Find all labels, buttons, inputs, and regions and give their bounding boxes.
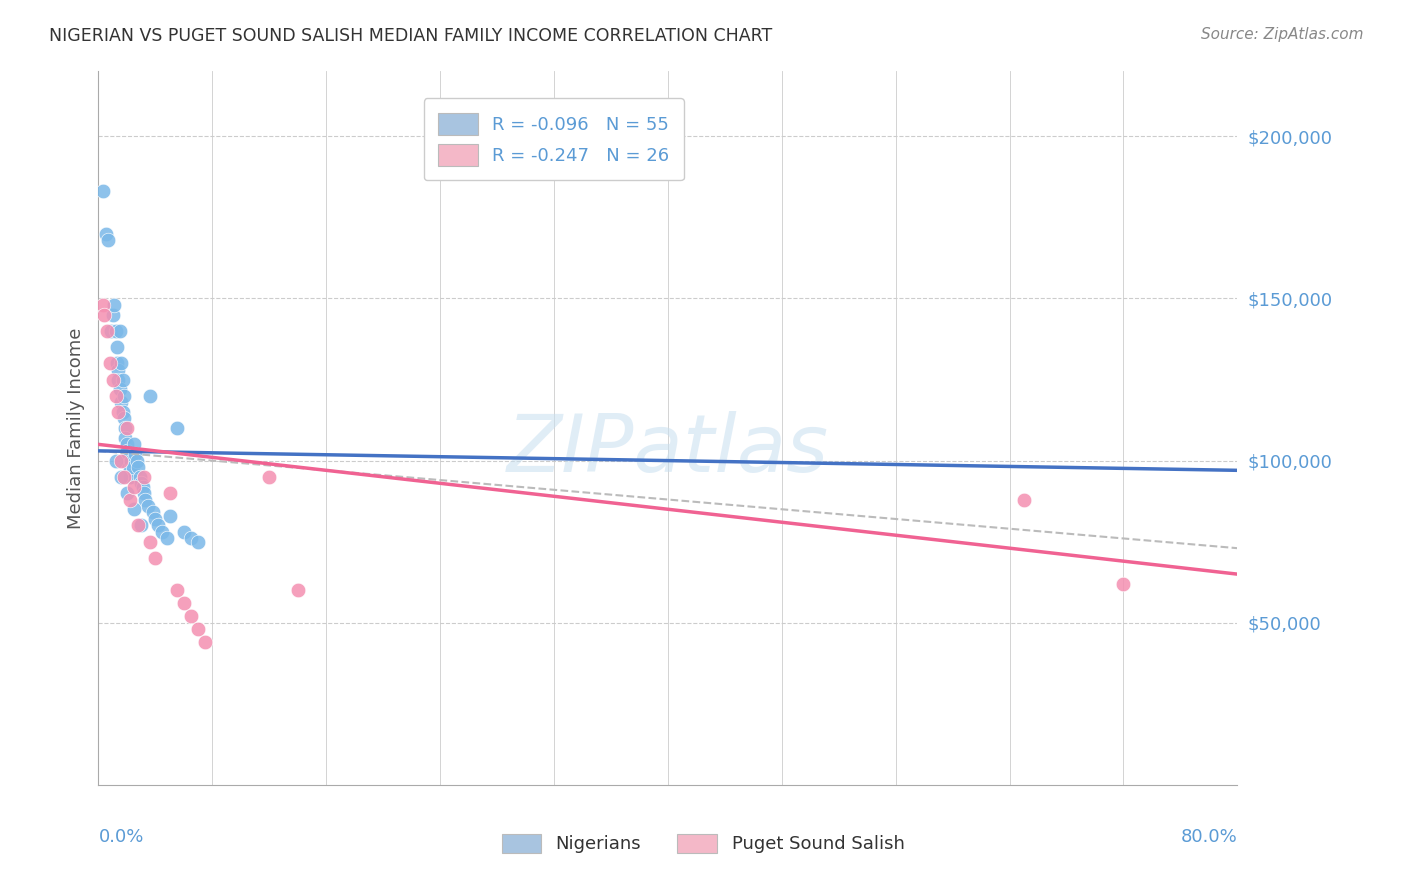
Text: 80.0%: 80.0%	[1181, 828, 1237, 846]
Point	[121, 460, 143, 475]
Point	[104, 324, 127, 338]
Point	[136, 499, 159, 513]
Point	[152, 524, 174, 539]
Point	[122, 479, 145, 493]
Point	[101, 372, 124, 386]
Point	[125, 453, 148, 467]
Point	[173, 524, 195, 539]
Point	[101, 308, 124, 322]
Point	[114, 421, 136, 435]
Point	[173, 596, 195, 610]
Point	[98, 356, 121, 370]
Point	[194, 635, 217, 649]
Point	[145, 550, 167, 565]
Point	[104, 453, 127, 467]
Point	[105, 340, 128, 354]
Point	[128, 470, 150, 484]
Point	[259, 470, 281, 484]
Point	[122, 437, 145, 451]
Point	[110, 470, 132, 484]
Point	[180, 609, 202, 624]
Point	[108, 324, 131, 338]
Point	[111, 372, 134, 386]
Point	[107, 363, 129, 377]
Point	[129, 518, 152, 533]
Point	[180, 532, 202, 546]
Point	[159, 486, 181, 500]
Point	[97, 233, 120, 247]
Point	[115, 421, 138, 435]
Point	[110, 453, 132, 467]
Point	[1112, 577, 1135, 591]
Point	[127, 518, 149, 533]
Point	[187, 622, 209, 636]
Legend: Nigerians, Puget Sound Salish: Nigerians, Puget Sound Salish	[495, 827, 911, 861]
Point	[107, 372, 129, 386]
Point	[112, 411, 135, 425]
Point	[118, 463, 141, 477]
Point	[111, 405, 134, 419]
Point	[96, 324, 118, 338]
Point	[100, 324, 122, 338]
Point	[118, 492, 141, 507]
Point	[141, 506, 163, 520]
Point	[91, 185, 114, 199]
Text: NIGERIAN VS PUGET SOUND SALISH MEDIAN FAMILY INCOME CORRELATION CHART: NIGERIAN VS PUGET SOUND SALISH MEDIAN FA…	[49, 27, 772, 45]
Point	[103, 298, 125, 312]
Point	[108, 382, 131, 396]
Point	[115, 443, 138, 458]
Point	[145, 512, 167, 526]
Legend: R = -0.096   N = 55, R = -0.247   N = 26: R = -0.096 N = 55, R = -0.247 N = 26	[423, 98, 685, 180]
Text: ZIPatlas: ZIPatlas	[506, 410, 830, 489]
Point	[138, 389, 160, 403]
Point	[112, 389, 135, 403]
Point	[104, 389, 127, 403]
Point	[110, 395, 132, 409]
Point	[148, 518, 170, 533]
Point	[118, 470, 141, 484]
Point	[134, 492, 156, 507]
Point	[107, 405, 129, 419]
Text: 0.0%: 0.0%	[98, 828, 143, 846]
Point	[1012, 492, 1035, 507]
Point	[138, 534, 160, 549]
Point	[287, 583, 309, 598]
Point	[129, 476, 152, 491]
Point	[131, 479, 153, 493]
Point	[166, 421, 188, 435]
Point	[120, 453, 142, 467]
Point	[114, 431, 136, 445]
Point	[110, 356, 132, 370]
Point	[117, 450, 139, 465]
Text: Source: ZipAtlas.com: Source: ZipAtlas.com	[1201, 27, 1364, 42]
Point	[93, 308, 115, 322]
Point	[115, 437, 138, 451]
Point	[156, 532, 179, 546]
Point	[127, 460, 149, 475]
Point	[124, 447, 146, 461]
Point	[115, 486, 138, 500]
Point	[112, 470, 135, 484]
Y-axis label: Median Family Income: Median Family Income	[66, 327, 84, 529]
Point	[122, 502, 145, 516]
Point	[132, 470, 155, 484]
Point	[94, 227, 117, 241]
Point	[117, 457, 139, 471]
Point	[187, 534, 209, 549]
Point	[91, 298, 114, 312]
Point	[159, 508, 181, 523]
Point	[132, 486, 155, 500]
Point	[166, 583, 188, 598]
Point	[105, 356, 128, 370]
